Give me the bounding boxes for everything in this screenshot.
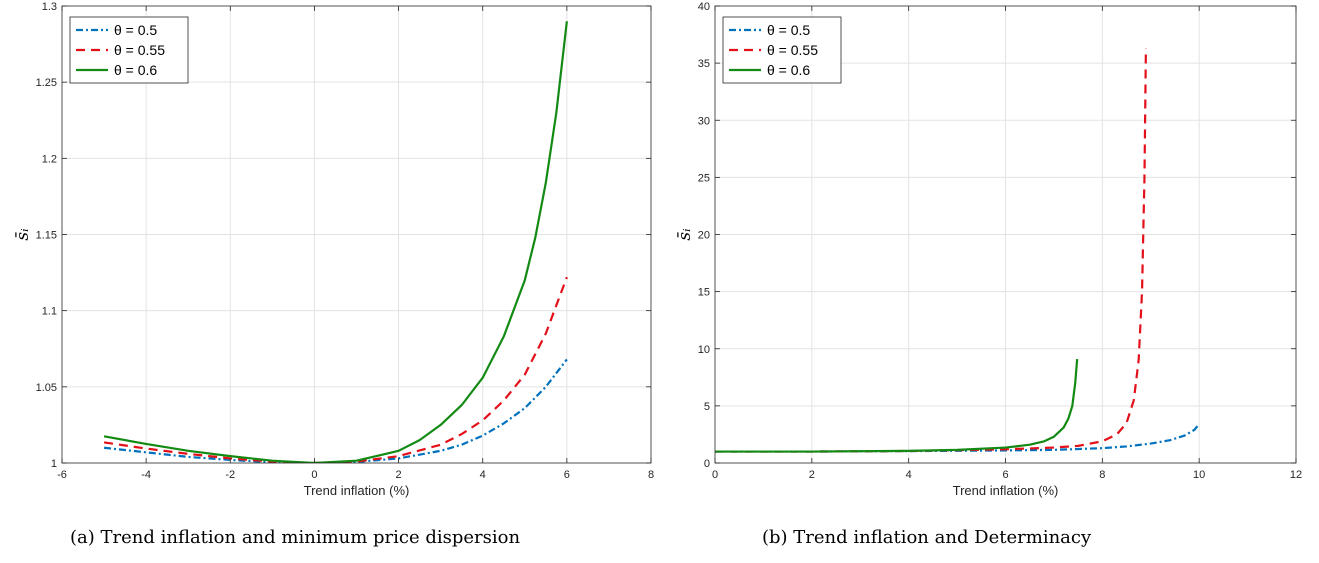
caption-b: (b) Trend inflation and Determinacy — [762, 527, 1092, 548]
x-tick-label: 6 — [1002, 469, 1008, 481]
legend-box — [722, 16, 842, 84]
x-tick-label: -4 — [141, 469, 151, 481]
x-axis-label: Trend inflation (%) — [304, 483, 410, 498]
x-tick-label: 4 — [906, 469, 912, 481]
legend-label: θ = 0.6 — [767, 62, 810, 78]
y-tick-label: 1.1 — [42, 306, 57, 318]
x-axis-label: Trend inflation (%) — [953, 483, 1059, 498]
y-axis-label: s̄ᵢ — [675, 228, 695, 240]
x-tick-label: -6 — [57, 469, 67, 481]
x-tick-label: 0 — [712, 469, 718, 481]
y-tick-label: 1.25 — [36, 77, 57, 89]
x-tick-label: 12 — [1290, 469, 1302, 481]
x-tick-label: 2 — [396, 469, 402, 481]
legend-label: θ = 0.5 — [767, 22, 810, 38]
y-tick-label: 1 — [51, 458, 57, 470]
legend: θ = 0.5 θ = 0.55 θ = 0.6 — [69, 16, 189, 84]
x-tick-label: 0 — [311, 469, 317, 481]
x-tick-label: -2 — [225, 469, 235, 481]
y-axis-label: s̄ᵢ — [13, 228, 33, 240]
x-tick-label: 8 — [1099, 469, 1105, 481]
legend-label: θ = 0.55 — [767, 42, 818, 58]
y-tick-label: 25 — [698, 172, 710, 184]
y-tick-label: 15 — [698, 287, 710, 299]
legend: θ = 0.5 θ = 0.55 θ = 0.6 — [722, 16, 842, 84]
series-line-2 — [103, 21, 568, 463]
y-tick-label: 1.2 — [42, 153, 57, 165]
y-tick-label: 40 — [698, 1, 710, 13]
y-tick-label: 0 — [704, 458, 710, 470]
legend-label: θ = 0.5 — [114, 22, 157, 38]
series-line-1 — [103, 276, 568, 463]
x-tick-label: 2 — [809, 469, 815, 481]
legend-box — [69, 16, 189, 84]
y-tick-label: 1.05 — [36, 382, 57, 394]
chart-a: -6 -4 -2 0 2 4 6 8 1 1.05 1.1 1.15 1.2 1.25 1.3 Trend i… — [13, 1, 654, 498]
series-line-1 — [715, 48, 1148, 453]
y-tick-label: 5 — [704, 401, 710, 413]
x-tick-label: 6 — [564, 469, 570, 481]
chart-b: 0 2 4 6 8 10 12 0 5 10 15 20 25 30 35 40 Trend inflation… — [675, 1, 1302, 498]
caption-a: (a) Trend inflation and minimum price di… — [70, 527, 521, 548]
series-line-2 — [715, 358, 1079, 453]
x-tick-label: 4 — [480, 469, 486, 481]
y-tick-label: 20 — [698, 230, 710, 242]
legend-label: θ = 0.55 — [114, 42, 165, 58]
y-tick-label: 1.3 — [42, 1, 57, 13]
x-tick-label: 8 — [648, 469, 654, 481]
y-tick-label: 10 — [698, 344, 710, 356]
y-tick-label: 30 — [698, 115, 710, 127]
y-tick-label: 1.15 — [36, 230, 57, 242]
y-tick-label: 35 — [698, 58, 710, 70]
x-tick-label: 10 — [1193, 469, 1205, 481]
legend-label: θ = 0.6 — [114, 62, 157, 78]
